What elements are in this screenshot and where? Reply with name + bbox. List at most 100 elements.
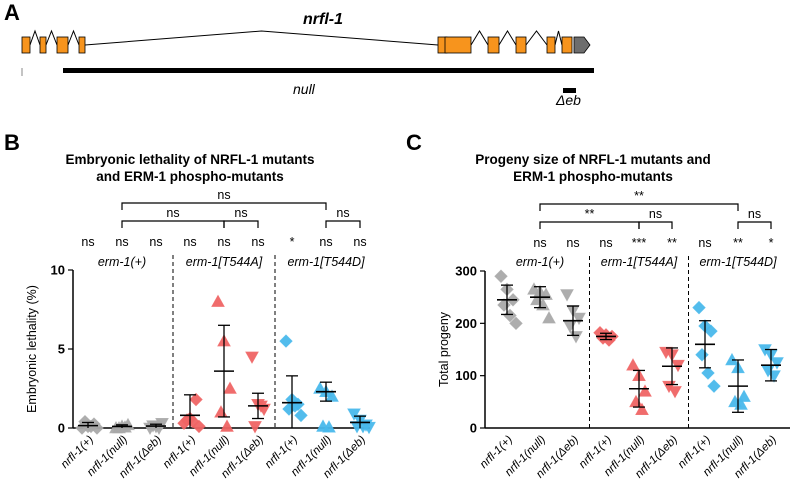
exon xyxy=(487,36,500,54)
significance-label: ns xyxy=(217,235,230,249)
significance-label: ns xyxy=(183,235,196,249)
data-point xyxy=(638,384,652,397)
intron-line xyxy=(525,30,548,46)
exon xyxy=(21,36,31,54)
y-tick-label: 0 xyxy=(58,421,65,436)
data-point xyxy=(279,334,293,348)
intron-line xyxy=(554,30,563,46)
bracket-label: ns xyxy=(234,206,247,220)
group-label: erm-1[T544A] xyxy=(601,255,678,269)
bracket-label: ns xyxy=(336,206,349,220)
bracket-label: ** xyxy=(634,189,644,203)
data-point xyxy=(322,420,336,433)
significance-label: * xyxy=(290,235,295,249)
exon xyxy=(444,36,472,54)
bracket-label: ns xyxy=(748,207,761,221)
significance-label: ** xyxy=(733,236,743,250)
y-tick-label: 200 xyxy=(455,316,477,331)
comparison-bracket xyxy=(325,220,361,228)
data-point xyxy=(223,381,237,394)
significance-label: ns xyxy=(533,236,546,250)
progeny-size-chart: 0 100 200 300 Total progeny erm-1(+) erm-1[T54… xyxy=(437,189,790,481)
significance-label: ns xyxy=(353,235,366,249)
significance-label: ns xyxy=(81,235,94,249)
data-point xyxy=(767,370,781,383)
comparison-bracket xyxy=(121,202,327,210)
data-point xyxy=(347,408,361,421)
y-tick-label: 100 xyxy=(455,368,477,383)
data-point xyxy=(569,331,583,344)
group-label: erm-1(+) xyxy=(98,255,146,269)
data-point xyxy=(189,392,203,407)
intron-line xyxy=(29,29,41,46)
data-point xyxy=(707,379,721,393)
data-point xyxy=(563,320,577,333)
significance-label: ** xyxy=(667,236,677,250)
comparison-bracket xyxy=(121,220,225,228)
intron-line xyxy=(498,30,517,46)
significance-label: ns xyxy=(599,236,612,250)
comparison-bracket xyxy=(539,221,640,229)
data-point xyxy=(701,366,715,380)
comparison-bracket xyxy=(223,220,259,228)
chart-b-title-line2: and ERM-1 phospho-mutants xyxy=(96,169,284,184)
exon xyxy=(515,36,527,54)
data-point xyxy=(626,358,640,371)
null-deletion-bar xyxy=(63,68,594,73)
bracket-label: ns xyxy=(217,188,230,202)
bracket-label: ns xyxy=(166,206,179,220)
data-point xyxy=(494,269,508,283)
significance-label: ns xyxy=(319,235,332,249)
data-point xyxy=(635,402,649,415)
y-tick-label: 0 xyxy=(470,421,477,436)
data-point xyxy=(192,419,206,434)
comparison-bracket xyxy=(539,203,739,211)
exon xyxy=(56,36,69,54)
panel-a-letter: A xyxy=(4,0,20,25)
deletion-allele-label: Δeb xyxy=(555,92,581,108)
null-allele-label: null xyxy=(293,81,316,97)
group-label: erm-1[T544A] xyxy=(186,255,263,269)
y-axis-label: Embryonic lethality (%) xyxy=(25,285,39,413)
chart-c-title-line2: ERM-1 phospho-mutants xyxy=(513,169,673,184)
comparison-bracket xyxy=(638,221,673,229)
data-point xyxy=(248,421,262,434)
chart-b-title-line1: Embryonic lethality of NRFL-1 mutants xyxy=(65,152,314,167)
eb-deletion-bar xyxy=(563,88,576,93)
group-label: erm-1(+) xyxy=(516,255,564,269)
embryonic-lethality-chart: 0 5 10 Embryonic lethality (%) erm-1(+) erm-1… xyxy=(25,188,376,481)
data-point xyxy=(245,351,259,364)
data-point xyxy=(220,419,234,432)
data-point xyxy=(770,357,784,370)
exon xyxy=(561,36,573,54)
data-point xyxy=(704,324,718,338)
data-point xyxy=(692,300,706,315)
gene-name: nrfl-1 xyxy=(303,11,343,28)
intron-line xyxy=(84,30,439,46)
data-point xyxy=(509,316,523,331)
data-point xyxy=(695,348,709,362)
gene-model xyxy=(21,29,594,93)
comparison-bracket xyxy=(737,221,772,229)
intron-line xyxy=(67,29,80,46)
significance-label: *** xyxy=(632,236,647,250)
significance-label: * xyxy=(769,236,774,250)
bracket-label: ** xyxy=(585,207,595,221)
data-point xyxy=(560,289,574,302)
significance-label: ns xyxy=(566,236,579,250)
group-label: erm-1[T544D] xyxy=(699,255,777,269)
exon xyxy=(546,36,556,54)
panel-c-letter: C xyxy=(406,130,422,155)
y-axis-label: Total progeny xyxy=(437,311,451,387)
y-tick-label: 5 xyxy=(58,342,65,357)
panel-b-letter: B xyxy=(4,130,20,155)
data-point xyxy=(294,408,308,423)
intron-line xyxy=(470,30,489,46)
y-tick-label: 300 xyxy=(455,264,477,279)
group-label: erm-1[T544D] xyxy=(287,255,365,269)
significance-label: ns xyxy=(115,235,128,249)
chart-c-title-line1: Progeny size of NRFL-1 mutants and xyxy=(475,152,711,167)
utr-3prime xyxy=(573,36,591,54)
bracket-label: ns xyxy=(649,207,662,221)
